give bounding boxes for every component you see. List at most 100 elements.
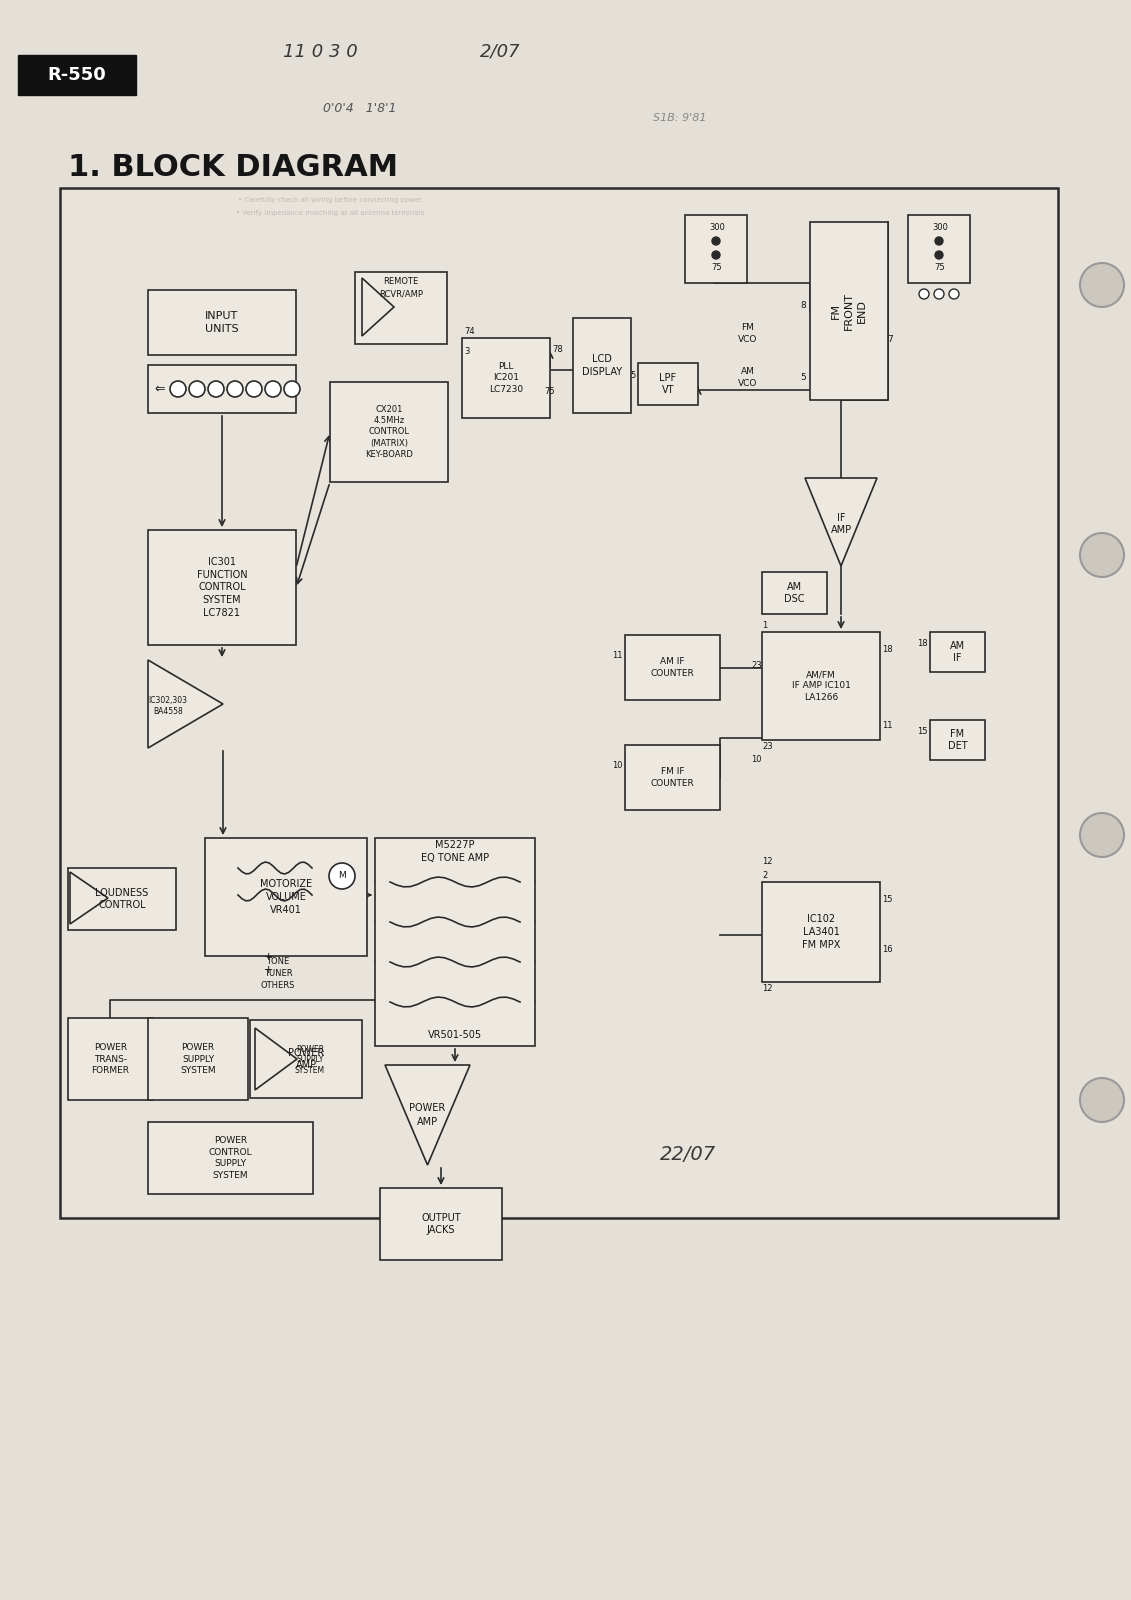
Bar (625, 746, 720, 810)
Bar (148, 1122, 313, 1194)
Bar (625, 635, 720, 701)
Text: INPUT
UNITS: INPUT UNITS (205, 310, 239, 334)
Text: OUTPUT
JACKS: OUTPUT JACKS (421, 1213, 460, 1235)
Text: AM: AM (741, 368, 754, 376)
Text: 16: 16 (882, 946, 892, 955)
Text: LPF
VT: LPF VT (659, 373, 676, 395)
Bar (461, 338, 550, 418)
Polygon shape (148, 659, 223, 749)
Text: FM
DET: FM DET (948, 728, 967, 752)
Bar (18, 54, 136, 94)
Text: 7: 7 (887, 336, 892, 344)
Polygon shape (362, 278, 394, 336)
Polygon shape (805, 478, 877, 566)
Circle shape (265, 381, 280, 397)
Text: 78: 78 (552, 346, 563, 355)
Text: AM
DSC: AM DSC (784, 582, 805, 605)
Text: AM IF
COUNTER: AM IF COUNTER (650, 658, 694, 678)
Text: 0'0'4   1'8'1: 0'0'4 1'8'1 (323, 101, 397, 115)
Circle shape (329, 862, 355, 890)
Text: 22/07: 22/07 (659, 1146, 716, 1165)
Text: 300: 300 (709, 222, 725, 232)
Bar (930, 632, 985, 672)
Circle shape (247, 381, 262, 397)
Text: FM IF
COUNTER: FM IF COUNTER (650, 768, 694, 787)
Bar (330, 382, 448, 482)
Circle shape (284, 381, 300, 397)
Text: PLL
IC201
LC7230: PLL IC201 LC7230 (489, 362, 523, 394)
Bar (68, 1018, 153, 1101)
Text: 18: 18 (882, 645, 892, 654)
Circle shape (1080, 1078, 1124, 1122)
Text: POWER
AMP: POWER AMP (288, 1048, 325, 1070)
Text: 3: 3 (464, 347, 469, 357)
Text: 75: 75 (711, 262, 723, 272)
Text: VCO: VCO (739, 336, 758, 344)
Text: MOTORIZE
VOLUME
VR401: MOTORIZE VOLUME VR401 (260, 880, 312, 915)
Polygon shape (254, 1029, 297, 1090)
Circle shape (920, 290, 929, 299)
Bar (930, 720, 985, 760)
Text: 10: 10 (751, 755, 762, 765)
Text: 5: 5 (800, 373, 806, 382)
Text: 5: 5 (631, 371, 636, 379)
Text: 75: 75 (934, 262, 946, 272)
Bar (638, 363, 698, 405)
Text: 1: 1 (762, 621, 767, 630)
Text: 10: 10 (613, 760, 623, 770)
Text: POWER
TRANS-
FORMER: POWER TRANS- FORMER (92, 1043, 130, 1075)
Text: 1. BLOCK DIAGRAM: 1. BLOCK DIAGRAM (68, 154, 398, 182)
Text: 12: 12 (762, 984, 772, 994)
Text: 15: 15 (917, 728, 929, 736)
Circle shape (1080, 533, 1124, 578)
Text: EQ TONE AMP: EQ TONE AMP (421, 853, 489, 862)
Text: S1B: 9'81: S1B: 9'81 (654, 114, 707, 123)
Circle shape (949, 290, 959, 299)
Bar (573, 318, 631, 413)
Text: IC102
LA3401
FM MPX: IC102 LA3401 FM MPX (802, 914, 840, 950)
Text: POWER
SUPPLY
SYSTEM: POWER SUPPLY SYSTEM (180, 1043, 216, 1075)
Circle shape (935, 251, 943, 259)
Text: 23: 23 (762, 742, 772, 750)
Bar (68, 867, 176, 930)
Bar (762, 573, 827, 614)
Bar (148, 365, 296, 413)
Polygon shape (70, 872, 107, 925)
Text: REMOTE: REMOTE (383, 277, 418, 286)
Text: 18: 18 (917, 640, 929, 648)
Circle shape (935, 237, 943, 245)
Text: • Verify impedance matching at all antenna terminals: • Verify impedance matching at all anten… (235, 210, 424, 216)
Text: VR501-505: VR501-505 (428, 1030, 482, 1040)
Bar (355, 272, 447, 344)
Bar (205, 838, 366, 955)
Text: 11: 11 (882, 720, 892, 730)
Text: AM
IF: AM IF (950, 640, 965, 664)
Text: 11: 11 (613, 651, 623, 659)
Text: M5227P: M5227P (435, 840, 475, 850)
Text: 23: 23 (751, 661, 762, 669)
Text: 12: 12 (762, 858, 772, 867)
Text: +: + (264, 965, 273, 974)
Bar (762, 632, 880, 739)
Bar (908, 214, 970, 283)
Text: LOUDNESS
CONTROL: LOUDNESS CONTROL (95, 888, 148, 910)
Bar (60, 187, 1057, 1218)
Text: FM
FRONT
END: FM FRONT END (831, 291, 866, 330)
Text: 15: 15 (882, 896, 892, 904)
Text: 2/07: 2/07 (480, 43, 520, 61)
Circle shape (227, 381, 243, 397)
Circle shape (170, 381, 185, 397)
Polygon shape (385, 1066, 470, 1165)
Text: 300: 300 (932, 222, 948, 232)
Text: AMP: AMP (830, 525, 852, 534)
Text: 74: 74 (464, 326, 475, 336)
Circle shape (713, 237, 720, 245)
Circle shape (713, 251, 720, 259)
Text: 8: 8 (800, 301, 806, 309)
Bar (250, 1021, 362, 1098)
Circle shape (934, 290, 944, 299)
Text: R-550: R-550 (48, 66, 106, 83)
Text: +: + (264, 952, 273, 962)
Text: RCVR/AMP: RCVR/AMP (379, 290, 423, 299)
Text: POWER: POWER (409, 1102, 446, 1114)
